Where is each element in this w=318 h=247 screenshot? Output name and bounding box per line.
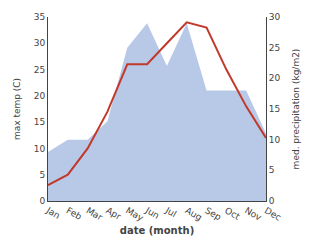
svg-text:Oct: Oct xyxy=(223,205,242,222)
svg-text:10: 10 xyxy=(34,144,46,154)
svg-text:15: 15 xyxy=(34,117,45,127)
svg-text:15: 15 xyxy=(269,104,280,114)
svg-text:Nov: Nov xyxy=(243,205,264,223)
svg-text:5: 5 xyxy=(39,170,45,180)
svg-text:Dec: Dec xyxy=(263,205,283,222)
svg-text:Jul: Jul xyxy=(163,205,178,220)
svg-text:25: 25 xyxy=(269,43,280,53)
svg-text:Feb: Feb xyxy=(65,205,84,222)
svg-text:Apr: Apr xyxy=(104,205,123,222)
svg-text:Aug: Aug xyxy=(183,205,203,222)
svg-text:max temp (C): max temp (C) xyxy=(12,78,22,140)
svg-text:Sep: Sep xyxy=(203,205,223,222)
svg-text:30: 30 xyxy=(269,12,281,22)
svg-text:med. precipitation (kg/m2): med. precipitation (kg/m2) xyxy=(291,49,301,170)
svg-text:Jun: Jun xyxy=(143,205,161,221)
svg-text:0: 0 xyxy=(269,196,275,206)
svg-text:30: 30 xyxy=(34,38,46,48)
svg-text:25: 25 xyxy=(34,65,45,75)
svg-text:35: 35 xyxy=(34,12,45,22)
svg-text:20: 20 xyxy=(34,91,46,101)
svg-text:May: May xyxy=(124,205,146,223)
svg-text:Mar: Mar xyxy=(84,205,104,222)
svg-text:Jan: Jan xyxy=(44,205,62,221)
svg-text:5: 5 xyxy=(269,165,275,175)
svg-text:0: 0 xyxy=(39,196,45,206)
svg-text:date (month): date (month) xyxy=(120,225,194,236)
svg-text:20: 20 xyxy=(269,73,281,83)
svg-text:10: 10 xyxy=(269,135,281,145)
